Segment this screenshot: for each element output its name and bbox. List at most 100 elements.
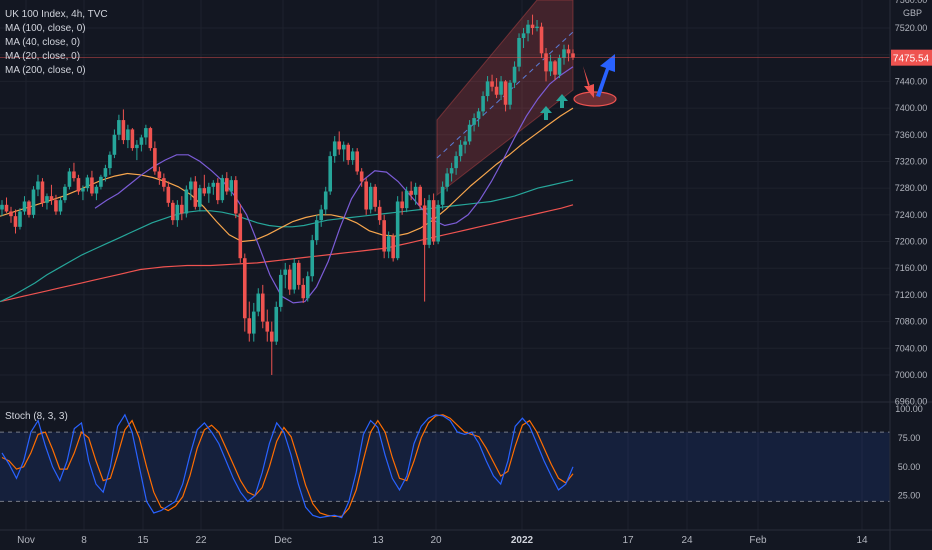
candle-body xyxy=(108,154,112,169)
candle-body xyxy=(359,171,364,182)
candle-body xyxy=(490,81,494,87)
candle-body xyxy=(251,311,256,334)
time-tick-label: 15 xyxy=(137,535,149,546)
legend-ma100[interactable]: MA (100, close, 0) xyxy=(5,23,86,34)
stoch-tick-label: 100.00 xyxy=(895,404,923,414)
candle-body xyxy=(562,49,566,59)
candle-body xyxy=(467,124,472,142)
candle-body xyxy=(9,211,13,217)
price-tick-label: 7000.00 xyxy=(895,370,928,380)
last-price-label: 7475.54 xyxy=(893,54,930,65)
stoch-legend[interactable]: Stoch (8, 3, 3) xyxy=(5,411,68,422)
candle-body xyxy=(0,204,4,210)
candle-body xyxy=(166,186,171,203)
stoch-d-line xyxy=(1,414,574,518)
candle-body xyxy=(526,24,530,34)
price-tick-label: 7360.00 xyxy=(895,130,928,140)
candle-body xyxy=(13,216,18,227)
candle-body xyxy=(139,137,144,145)
candle-body xyxy=(395,201,400,259)
candle-body xyxy=(521,33,526,39)
candle-body xyxy=(283,269,288,275)
candle-body xyxy=(256,293,261,312)
price-tick-label: 7200.00 xyxy=(895,237,928,247)
candle-body xyxy=(63,186,67,201)
candle-body xyxy=(454,156,458,169)
candle-body xyxy=(247,318,252,334)
candle-body xyxy=(49,196,54,201)
candle-body xyxy=(436,204,440,242)
target-ellipse xyxy=(573,91,617,107)
candle-body xyxy=(238,213,243,259)
candle-body xyxy=(481,96,485,112)
candle-body xyxy=(440,186,445,205)
time-tick-label: 8 xyxy=(81,535,87,546)
candle-body xyxy=(67,171,72,187)
candle-body xyxy=(99,176,103,187)
symbol-title: UK 100 Index, 4h, TVC xyxy=(5,9,108,20)
candle-body xyxy=(364,181,368,210)
candle-body xyxy=(377,206,382,221)
candle-body xyxy=(463,141,467,145)
candle-body xyxy=(126,129,130,141)
time-tick-label: 13 xyxy=(372,535,384,546)
candle-body xyxy=(157,171,162,179)
candle-body xyxy=(220,178,225,201)
stoch-tick-label: 75.00 xyxy=(898,433,921,443)
legend-ma20[interactable]: MA (20, close, 0) xyxy=(5,51,81,62)
candle-body xyxy=(319,209,324,221)
candle-body xyxy=(265,321,270,332)
candle-body xyxy=(494,86,499,95)
candle-body xyxy=(355,151,359,172)
candle-body xyxy=(544,53,548,72)
candle-body xyxy=(557,58,562,75)
candle-body xyxy=(112,134,117,155)
time-tick-label: 20 xyxy=(430,535,442,546)
candle-body xyxy=(45,196,49,203)
candle-body xyxy=(310,240,315,277)
legend-ma200[interactable]: MA (200, close, 0) xyxy=(5,65,86,76)
candle-body xyxy=(382,220,386,252)
time-tick-label: Nov xyxy=(17,535,35,546)
candle-body xyxy=(386,236,391,252)
candle-body xyxy=(431,200,436,242)
candle-body xyxy=(40,181,45,203)
candle-body xyxy=(130,129,135,149)
candle-body xyxy=(539,26,544,54)
candle-body xyxy=(229,180,234,192)
candle-body xyxy=(337,141,342,150)
candle-body xyxy=(373,186,377,207)
price-tick-label: 7160.00 xyxy=(895,263,928,273)
candle-body xyxy=(193,181,198,207)
candle-body xyxy=(422,205,427,245)
stoch-band xyxy=(0,432,890,502)
candle-body xyxy=(81,188,85,192)
candle-body xyxy=(189,181,193,190)
stochastic-pane xyxy=(0,401,932,519)
candle-body xyxy=(198,188,202,207)
candle-body xyxy=(332,141,337,157)
candle-body xyxy=(135,144,139,149)
stoch-tick-label: 50.00 xyxy=(898,462,921,472)
candle-body xyxy=(449,168,454,174)
legend-ma40[interactable]: MA (40, close, 0) xyxy=(5,37,81,48)
candle-body xyxy=(171,202,175,221)
candle-body xyxy=(269,331,274,342)
candle-body xyxy=(418,186,422,206)
candle-body xyxy=(27,201,31,215)
time-tick-label: Dec xyxy=(274,535,292,546)
candle-body xyxy=(548,61,553,72)
candle-body xyxy=(18,211,22,227)
annotations xyxy=(540,54,617,120)
currency-label: GBP xyxy=(903,8,923,18)
time-tick-label: 24 xyxy=(681,535,693,546)
ma40-line xyxy=(0,107,574,243)
candle-body xyxy=(117,120,121,135)
price-tick-label: 7560.00 xyxy=(895,0,928,5)
candle-body xyxy=(350,151,355,161)
candle-body xyxy=(4,204,9,212)
candle-body xyxy=(260,293,265,322)
